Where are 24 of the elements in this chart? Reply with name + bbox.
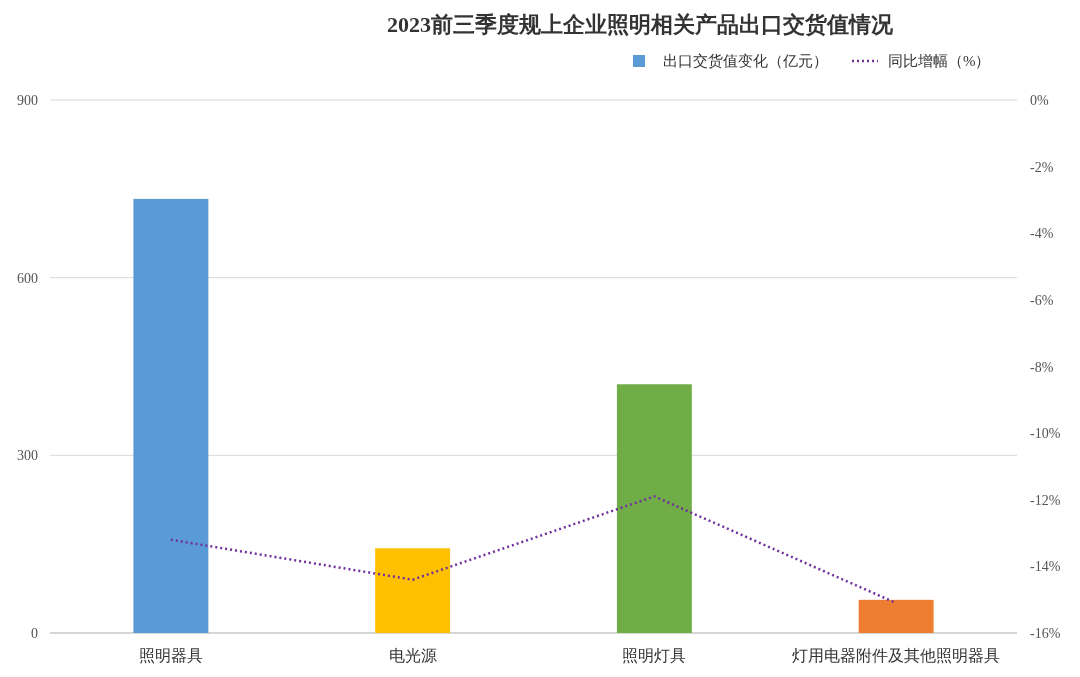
y2-tick-label: -6% [1030,292,1054,308]
x-tick-label: 电光源 [388,647,437,664]
legend-label: 出口交货值变化（亿元） [663,53,828,69]
x-tick-label: 灯用电器附件及其他照明器具 [792,647,1001,664]
y-tick-label: 900 [17,93,38,108]
y2-tick-label: -8% [1030,359,1054,375]
y-tick-label: 300 [17,448,38,464]
y2-tick-label: -2% [1030,159,1054,175]
x-tick-label: 照明灯具 [622,647,687,664]
x-tick-label: 照明器具 [138,647,203,664]
y2-tick-label: -16% [1030,626,1061,641]
bar [375,548,451,633]
bar [858,599,934,633]
legend-label: 同比增幅（%） [888,53,991,69]
y2-tick-label: 0% [1030,93,1049,108]
bar [616,384,692,633]
bar [133,198,209,633]
y2-tick-label: -4% [1030,226,1054,242]
y2-tick-label: -10% [1030,426,1061,442]
y-tick-label: 600 [17,270,38,286]
y2-tick-label: -14% [1030,559,1061,575]
y2-tick-label: -12% [1030,492,1061,508]
chart-title: 2023前三季度规上企业照明相关产品出口交货值情况 [387,12,894,37]
y-tick-label: 0 [31,626,38,641]
